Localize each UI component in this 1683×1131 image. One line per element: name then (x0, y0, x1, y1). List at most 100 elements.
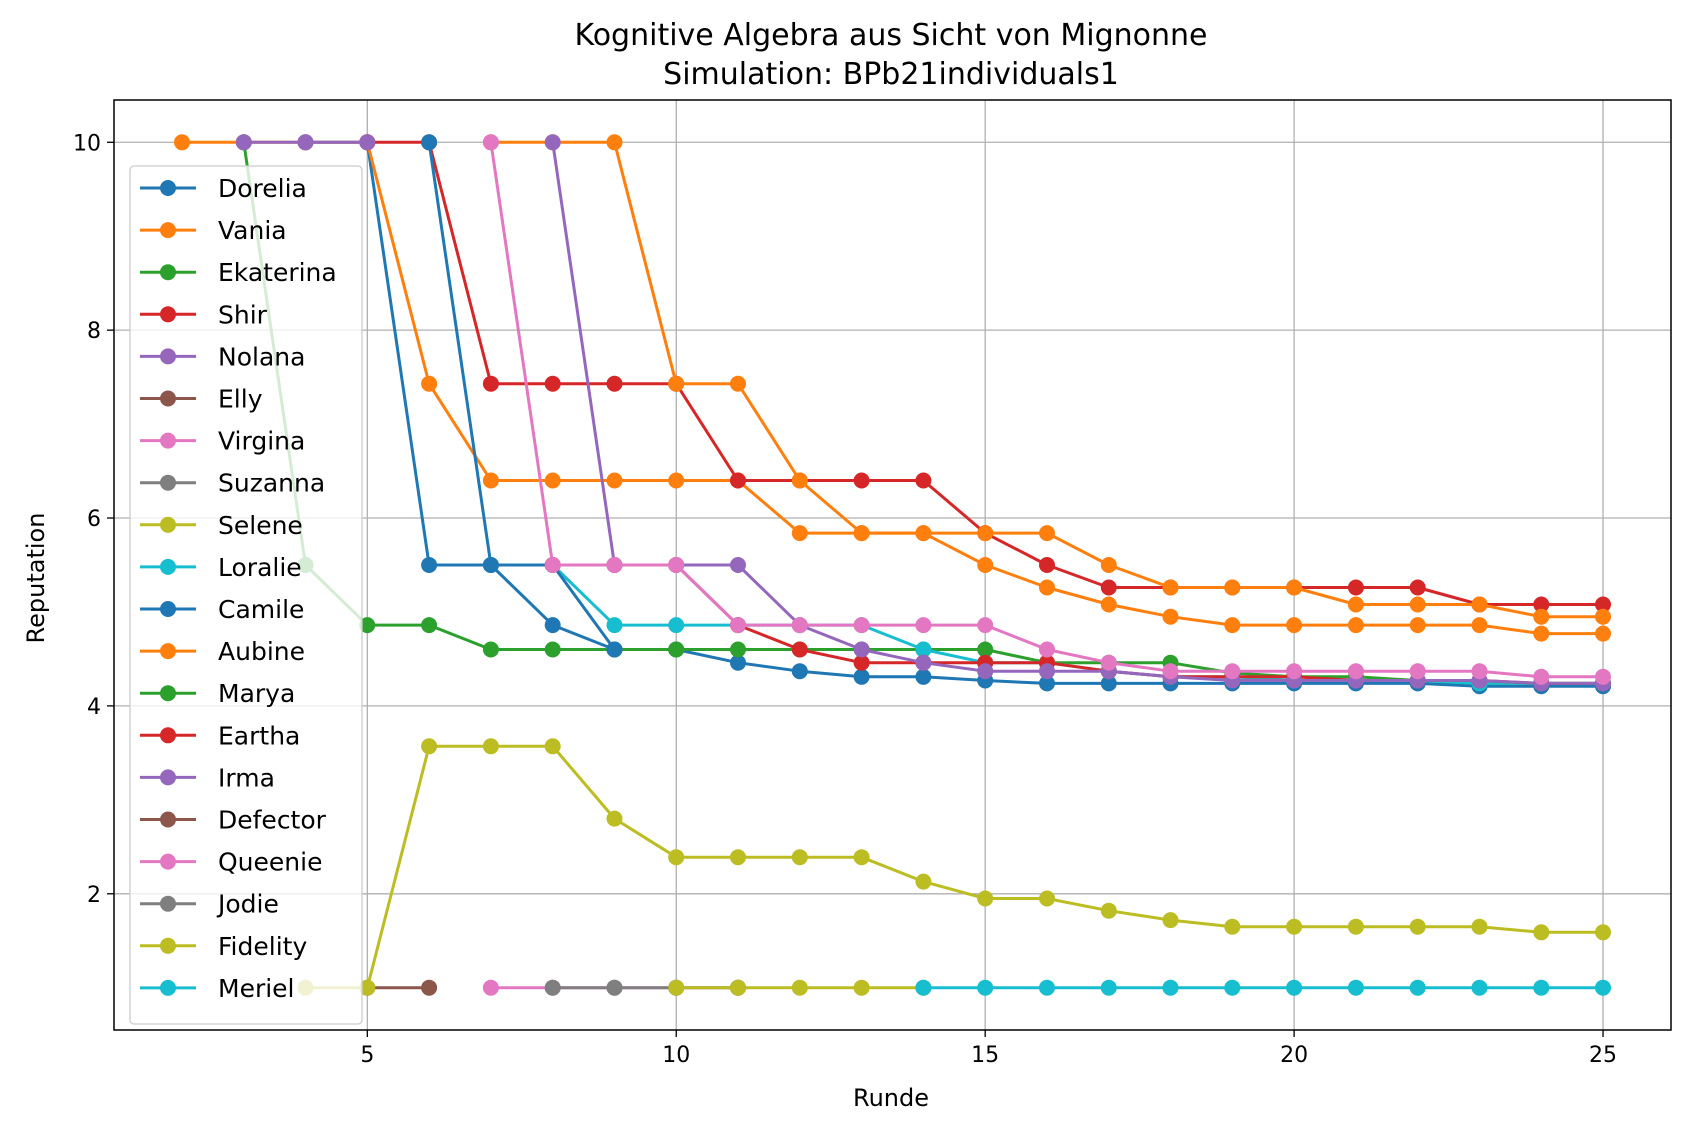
data-point (730, 472, 746, 489)
data-point (1533, 625, 1550, 642)
data-point (1409, 918, 1426, 935)
data-point (730, 375, 746, 392)
data-point (1409, 663, 1426, 680)
data-point (359, 617, 376, 634)
data-point (1100, 579, 1117, 596)
chart-subtitle: Simulation: BPb21individuals1 (663, 57, 1119, 92)
series-line (427, 142, 616, 651)
legend-label: Nolana (218, 342, 305, 371)
data-point (730, 641, 746, 658)
data-point (1286, 617, 1303, 634)
data-point (1471, 596, 1488, 613)
data-point (421, 134, 438, 151)
x-tick-label: 5 (360, 1043, 374, 1068)
data-point (1100, 902, 1117, 919)
data-point (668, 849, 685, 866)
data-point (1471, 663, 1488, 680)
data-point (915, 979, 932, 996)
data-point (1409, 579, 1426, 596)
data-point (853, 979, 870, 996)
legend-frame (129, 165, 363, 1025)
data-point (297, 134, 314, 151)
x-tick-label: 10 (662, 1043, 690, 1068)
legend-label: Loralie (218, 553, 302, 582)
data-point (421, 979, 438, 996)
data-point (1347, 596, 1364, 613)
data-point (1595, 979, 1611, 996)
x-tick-label: 25 (1589, 1043, 1617, 1068)
data-point (1533, 979, 1550, 996)
data-point (1224, 663, 1241, 680)
data-point (915, 873, 932, 890)
data-point (544, 557, 561, 573)
legend-swatch-marker (160, 769, 176, 786)
data-point (544, 641, 561, 658)
legend-label: Jodie (216, 890, 279, 919)
data-point (1286, 663, 1303, 680)
y-tick-label: 6 (87, 507, 101, 532)
legend-swatch-marker (160, 895, 176, 912)
data-point (1039, 641, 1055, 658)
data-point (1595, 668, 1611, 685)
data-point (482, 557, 499, 573)
data-point (1100, 979, 1117, 996)
data-point (915, 617, 932, 634)
data-point (482, 134, 499, 151)
data-point (482, 472, 499, 489)
x-tick-label: 15 (971, 1043, 999, 1068)
data-point (606, 810, 623, 827)
data-point (668, 979, 685, 996)
data-point (1533, 608, 1550, 625)
data-point (977, 557, 994, 573)
data-point (1409, 979, 1426, 996)
y-tick-label: 2 (87, 883, 101, 908)
data-point (606, 979, 623, 996)
data-point (853, 525, 870, 542)
data-point (544, 134, 561, 151)
data-point (1039, 525, 1055, 542)
data-point (853, 668, 870, 685)
data-point (1347, 663, 1364, 680)
legend-swatch-marker (160, 685, 176, 702)
data-point (421, 617, 438, 634)
data-point (1286, 918, 1303, 935)
data-point (1409, 596, 1426, 613)
series-fidelity (668, 979, 932, 996)
data-point (915, 472, 932, 489)
legend-label: Queenie (218, 848, 322, 877)
data-point (421, 738, 438, 755)
data-point (1286, 979, 1303, 996)
data-point (544, 979, 561, 996)
legend-label: Eartha (218, 721, 300, 750)
data-point (1595, 608, 1611, 625)
legend-label: Irma (218, 763, 275, 792)
data-point (482, 375, 499, 392)
data-point (235, 134, 252, 151)
data-point (606, 375, 623, 392)
legend-label: Suzanna (218, 469, 325, 498)
data-point (730, 654, 746, 671)
series-line (551, 142, 1603, 685)
data-point (791, 617, 808, 634)
data-point (1471, 617, 1488, 634)
data-point (915, 641, 932, 658)
data-point (668, 617, 685, 634)
data-point (791, 663, 808, 680)
data-point (915, 654, 932, 671)
legend: Dorelia Vania Ekaterina Shir Nolana Elly Virgi… (129, 165, 363, 1025)
data-point (791, 641, 808, 658)
data-point (1100, 675, 1117, 692)
legend-swatch-marker (160, 979, 176, 996)
data-point (1471, 979, 1488, 996)
data-point (1039, 663, 1055, 680)
data-point (1039, 675, 1055, 692)
legend-label: Camile (218, 595, 304, 624)
legend-label: Ekaterina (218, 258, 337, 287)
legend-swatch-marker (160, 222, 176, 239)
data-point (1039, 890, 1055, 907)
legend-swatch-marker (160, 180, 176, 196)
legend-swatch-marker (160, 727, 176, 744)
data-point (482, 641, 499, 658)
data-point (1100, 596, 1117, 613)
